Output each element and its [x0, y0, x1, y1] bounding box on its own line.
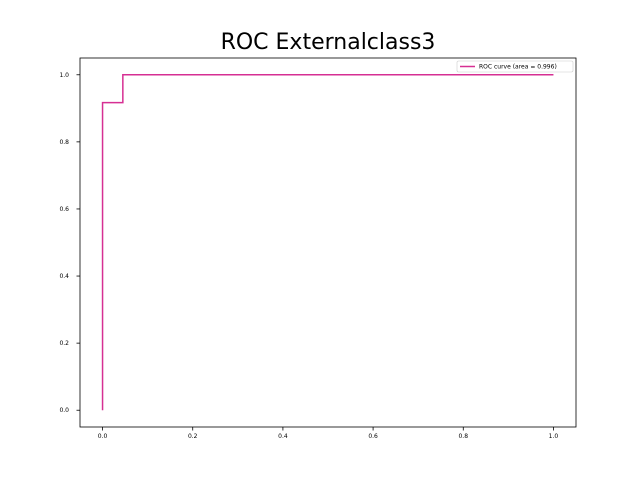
y-tick-label: 0.4 [59, 273, 69, 280]
legend: ROC curve (area = 0.996) [456, 60, 574, 73]
legend-box [456, 60, 574, 73]
y-tick-label: 1.0 [59, 72, 69, 79]
x-tick-label: 0.8 [458, 433, 468, 440]
legend-label: ROC curve (area = 0.996) [479, 64, 557, 71]
x-tick-label: 1.0 [549, 433, 559, 440]
x-tick-label: 0.0 [98, 433, 108, 440]
roc-curve-line [101, 74, 554, 411]
x-tick-label: 0.4 [278, 433, 288, 440]
y-axis: 0.0 0.2 0.4 0.6 0.8 1.0 [59, 72, 80, 414]
plot-area [79, 57, 577, 428]
chart-title: ROC Externalclass3 [221, 30, 436, 55]
y-tick-label: 0.2 [59, 340, 69, 347]
x-tick-label: 0.6 [368, 433, 378, 440]
series-layer [101, 74, 554, 411]
y-tick-label: 0.0 [59, 407, 69, 414]
x-tick-label: 0.2 [188, 433, 198, 440]
y-tick-label: 0.6 [59, 206, 69, 213]
y-tick-label: 0.8 [59, 139, 69, 146]
x-axis: 0.0 0.2 0.4 0.6 0.8 1.0 [98, 427, 559, 440]
